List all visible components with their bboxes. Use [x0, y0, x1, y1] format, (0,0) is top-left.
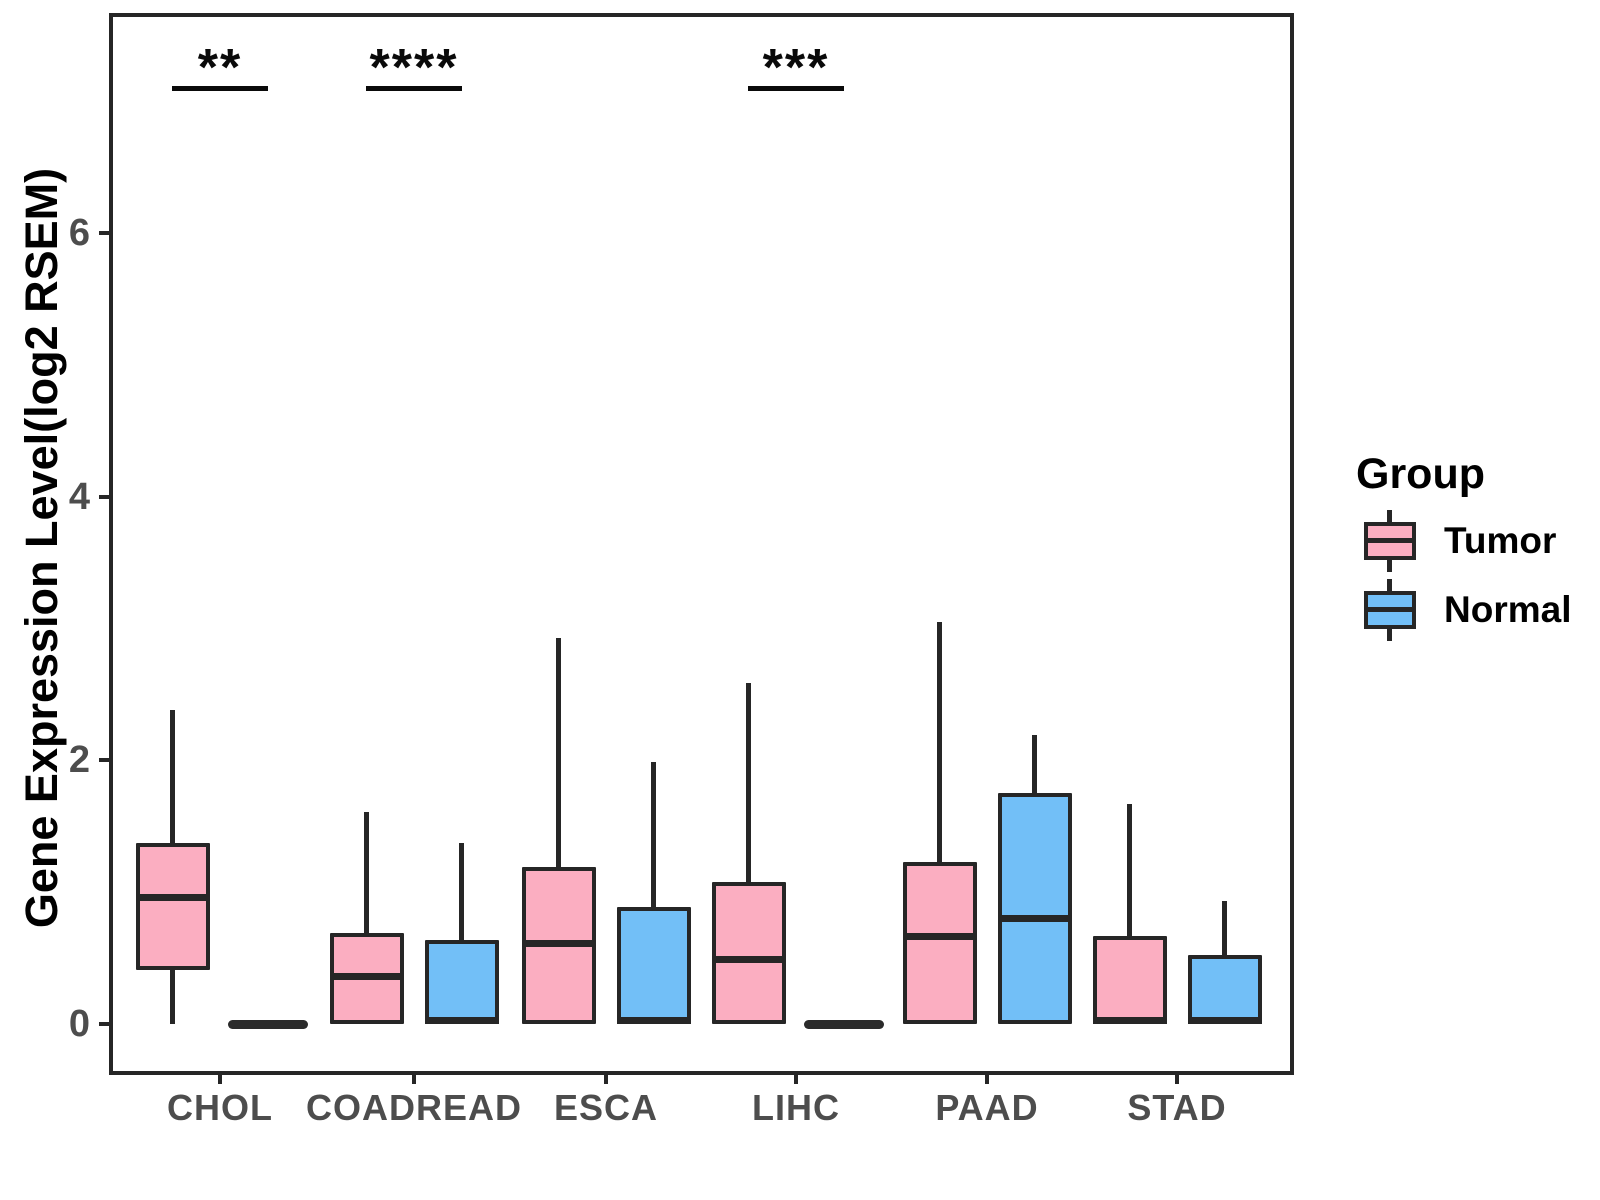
significance-bar-CHOL — [172, 86, 268, 91]
median-STAD-Tumor — [1092, 1017, 1167, 1024]
upper-whisker-CHOL-Tumor — [170, 710, 175, 844]
y-tick-mark — [99, 1022, 113, 1026]
legend-median-icon — [1368, 607, 1412, 612]
upper-whisker-ESCA-Tumor — [556, 637, 561, 868]
median-LIHC-Tumor — [711, 955, 786, 963]
upper-whisker-STAD-Normal — [1222, 901, 1227, 956]
y-tick-label: 4 — [68, 475, 90, 518]
x-tick-label-COADREAD: COADREAD — [305, 1087, 522, 1128]
x-tick-mark — [412, 1071, 416, 1084]
y-axis-title: Gene Expression Level(log2 RSEM) — [16, 167, 67, 929]
x-tick-label-LIHC: LIHC — [752, 1087, 840, 1128]
x-tick-mark — [794, 1071, 798, 1084]
box-LIHC-Tumor — [711, 881, 786, 1024]
median-STAD-Normal — [1187, 1017, 1262, 1024]
box-PAAD-Normal — [997, 793, 1072, 1024]
legend-key-tumor-boxplot-icon — [1364, 510, 1416, 572]
legend-title: Group — [1356, 450, 1485, 498]
x-tick-mark — [1175, 1071, 1179, 1084]
median-COADREAD-Tumor — [329, 973, 404, 981]
median-PAAD-Normal — [997, 915, 1072, 923]
y-tick-label: 6 — [68, 212, 90, 255]
significance-bar-LIHC — [748, 86, 844, 91]
box-STAD-Tumor — [1092, 935, 1167, 1024]
x-tick-label-CHOL: CHOL — [167, 1087, 273, 1128]
y-tick-label: 2 — [68, 739, 90, 782]
lower-whisker-CHOL-Tumor — [170, 969, 175, 1024]
legend-median-icon — [1368, 538, 1412, 543]
x-tick-label-PAAD: PAAD — [935, 1087, 1039, 1128]
upper-whisker-PAAD-Tumor — [937, 621, 942, 862]
legend-key-normal-boxplot-icon — [1364, 579, 1416, 641]
significance-bar-COADREAD — [366, 86, 462, 91]
upper-whisker-ESCA-Normal — [651, 761, 656, 907]
upper-whisker-PAAD-Normal — [1032, 735, 1037, 794]
box-PAAD-Tumor — [902, 861, 977, 1024]
box-CHOL-Tumor — [135, 843, 210, 970]
box-STAD-Normal — [1187, 955, 1262, 1024]
y-tick-mark — [99, 494, 113, 499]
upper-whisker-STAD-Tumor — [1127, 803, 1132, 936]
plot-panel-border — [109, 13, 1294, 1075]
boxplot-zero-dash-CHOL-Normal — [227, 1019, 308, 1029]
boxplot-zero-dash-LIHC-Normal — [803, 1019, 884, 1029]
x-tick-label-ESCA: ESCA — [553, 1087, 659, 1128]
median-COADREAD-Normal — [424, 1017, 499, 1024]
legend-label-tumor: Tumor — [1444, 520, 1557, 561]
x-tick-mark — [985, 1071, 989, 1084]
significance-stars-COADREAD: **** — [369, 39, 459, 97]
x-tick-mark — [604, 1071, 608, 1084]
y-tick-label: 0 — [68, 1003, 90, 1045]
upper-whisker-LIHC-Tumor — [746, 682, 751, 882]
box-ESCA-Normal — [616, 906, 691, 1024]
median-ESCA-Tumor — [521, 940, 596, 948]
upper-whisker-COADREAD-Normal — [459, 843, 464, 940]
median-PAAD-Tumor — [902, 933, 977, 941]
legend-label-normal: Normal — [1444, 589, 1572, 630]
median-CHOL-Tumor — [135, 893, 210, 901]
y-tick-mark — [99, 231, 113, 236]
upper-whisker-COADREAD-Tumor — [364, 811, 369, 934]
x-tick-mark — [218, 1071, 222, 1084]
median-ESCA-Normal — [616, 1017, 691, 1024]
y-tick-mark — [99, 758, 113, 763]
x-tick-label-STAD: STAD — [1127, 1087, 1227, 1128]
box-COADREAD-Normal — [424, 939, 499, 1024]
significance-stars-CHOL: ** — [197, 39, 243, 97]
significance-stars-LIHC: *** — [762, 39, 830, 97]
